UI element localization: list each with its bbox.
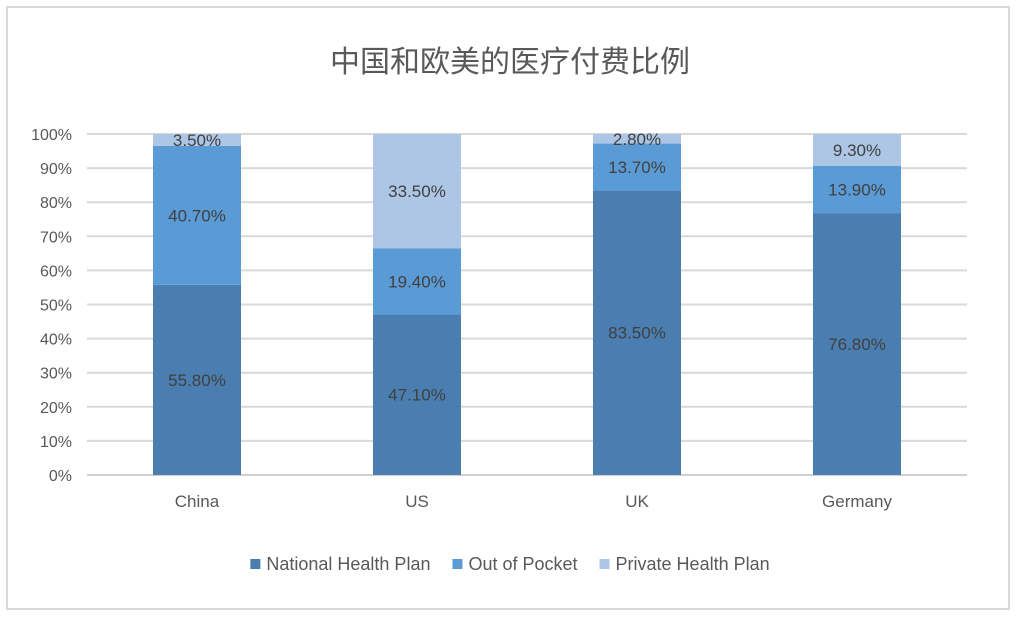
legend-label: Out of Pocket bbox=[468, 554, 577, 574]
bar-segment bbox=[153, 134, 241, 146]
data-label: 9.30% bbox=[833, 141, 881, 160]
y-axis: 0% 10% 20% 30% 40% 50% 60% 70% 80% 90% 100% bbox=[31, 127, 72, 485]
y-tick-label: 90% bbox=[40, 161, 72, 178]
bar-segment bbox=[153, 284, 241, 475]
bar-segment bbox=[813, 213, 901, 475]
data-label: 13.90% bbox=[828, 180, 886, 199]
y-tick-label: 20% bbox=[40, 400, 72, 417]
data-label: 47.10% bbox=[388, 386, 446, 405]
x-category-label: Germany bbox=[822, 492, 892, 511]
x-category-label: UK bbox=[625, 492, 649, 511]
data-label: 19.40% bbox=[388, 272, 446, 291]
legend-swatch bbox=[599, 559, 610, 569]
legend-swatch bbox=[250, 559, 261, 569]
bar-segment bbox=[593, 190, 681, 475]
data-label: 33.50% bbox=[388, 182, 446, 201]
legend-swatch bbox=[452, 559, 463, 569]
data-label: 13.70% bbox=[608, 158, 666, 177]
legend: National Health Plan Out of Pocket Private… bbox=[250, 554, 770, 574]
bar-segment bbox=[813, 134, 901, 166]
legend-label: Private Health Plan bbox=[616, 554, 770, 574]
y-tick-label: 60% bbox=[40, 263, 72, 280]
x-category-label: US bbox=[405, 492, 429, 511]
bar-segment bbox=[373, 314, 461, 475]
x-category-label: China bbox=[175, 492, 220, 511]
y-tick-label: 30% bbox=[40, 366, 72, 383]
y-tick-label: 10% bbox=[40, 434, 72, 451]
bar-segment bbox=[153, 145, 241, 285]
chart-title: 中国和欧美的医疗付费比例 bbox=[330, 45, 690, 80]
data-label: 2.80% bbox=[613, 130, 661, 149]
y-tick-label: 100% bbox=[31, 127, 72, 144]
data-label: 76.80% bbox=[828, 335, 886, 354]
data-label: 40.70% bbox=[168, 206, 226, 225]
x-axis: China US UK Germany bbox=[175, 492, 893, 511]
legend-label: National Health Plan bbox=[266, 554, 430, 574]
data-label: 55.80% bbox=[168, 371, 226, 390]
y-tick-label: 40% bbox=[40, 332, 72, 349]
bar-segment bbox=[593, 143, 681, 191]
y-tick-label: 70% bbox=[40, 229, 72, 246]
bar-segment bbox=[593, 134, 681, 144]
y-tick-label: 50% bbox=[40, 298, 72, 315]
y-tick-label: 0% bbox=[49, 468, 72, 485]
bar-segment bbox=[373, 248, 461, 315]
bar-segment bbox=[813, 165, 901, 214]
data-label: 3.50% bbox=[173, 131, 221, 150]
bar-segment bbox=[373, 134, 461, 249]
y-tick-label: 80% bbox=[40, 195, 72, 212]
data-label: 83.50% bbox=[608, 324, 666, 343]
bars: 55.80% 40.70% 3.50% 47.10% 19.40% 33.50% 83.50… bbox=[153, 130, 901, 475]
